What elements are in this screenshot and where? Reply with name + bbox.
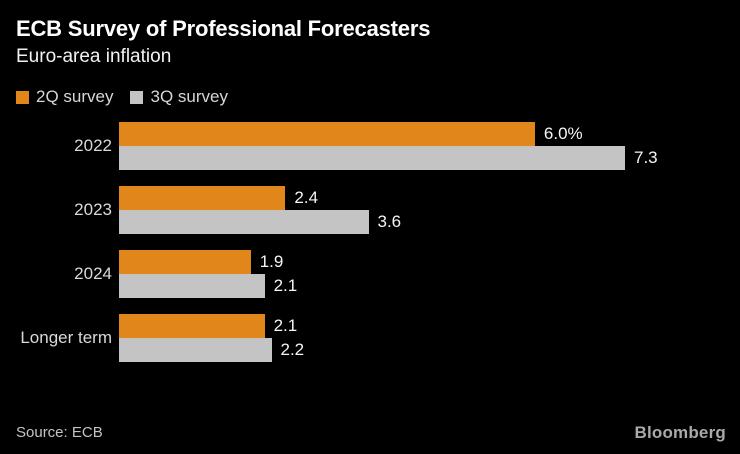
value-label-2q-survey-2022: 6.0% — [543, 124, 583, 143]
value-label-3q-survey-2023: 3.6 — [377, 212, 402, 231]
bar-2q-survey-longer-term — [119, 314, 265, 338]
category-label-2023: 2023 — [74, 200, 112, 219]
bar-row-3q-survey-2024: 2.1 — [119, 274, 297, 298]
bar-row-2q-survey-2024: 1.9 — [119, 250, 297, 274]
legend-label-2q: 2Q survey — [36, 87, 114, 106]
bar-3q-survey-2023 — [119, 210, 369, 234]
bar-row-2q-survey-2022: 6.0% — [119, 122, 658, 146]
chart-legend: 2Q survey 3Q survey — [16, 87, 228, 107]
bar-row-3q-survey-2023: 3.6 — [119, 210, 401, 234]
bar-chart: 2022 6.0% 7.3 2023 2.4 3.6 2024 1.9 2.1 Longer te… — [0, 122, 740, 378]
bar-group-2023: 2023 2.4 3.6 — [0, 186, 740, 234]
bar-row-2q-survey-longer-term: 2.1 — [119, 314, 304, 338]
bar-row-3q-survey-longer-term: 2.2 — [119, 338, 304, 362]
bar-group-2022: 2022 6.0% 7.3 — [0, 122, 740, 170]
chart-title: ECB Survey of Professional Forecasters — [16, 16, 431, 41]
bar-2q-survey-2024 — [119, 250, 251, 274]
value-label-2q-survey-2023: 2.4 — [294, 188, 319, 207]
value-label-3q-survey-longer-term: 2.2 — [280, 340, 305, 359]
legend-label-3q: 3Q survey — [150, 87, 228, 106]
legend-item-3q: 3Q survey — [130, 87, 228, 107]
bar-row-3q-survey-2022: 7.3 — [119, 146, 658, 170]
bars-2022: 6.0% 7.3 — [119, 122, 658, 170]
legend-item-2q: 2Q survey — [16, 87, 113, 107]
bar-row-2q-survey-2023: 2.4 — [119, 186, 401, 210]
value-label-2q-survey-2024: 1.9 — [259, 252, 284, 271]
bar-group-longer-term: Longer term 2.1 2.2 — [0, 314, 740, 362]
bloomberg-logo: Bloomberg — [634, 423, 726, 442]
source-note: Source: ECB — [16, 424, 103, 441]
category-label-2024: 2024 — [74, 264, 112, 283]
chart-header: ECB Survey of Professional Forecasters E… — [16, 16, 430, 68]
legend-swatch-orange-icon — [16, 90, 29, 104]
bar-3q-survey-longer-term — [119, 338, 272, 362]
bars-2024: 1.9 2.1 — [119, 250, 297, 298]
value-label-3q-survey-2022: 7.3 — [634, 148, 658, 167]
category-label-2022: 2022 — [74, 136, 112, 155]
value-label-3q-survey-2024: 2.1 — [273, 276, 298, 295]
bar-2q-survey-2023 — [119, 186, 286, 210]
value-label-2q-survey-longer-term: 2.1 — [273, 316, 298, 335]
category-label-longer-term: Longer term — [20, 328, 112, 347]
chart-subtitle: Euro-area inflation — [16, 46, 172, 67]
bar-2q-survey-2022 — [119, 122, 535, 146]
bar-3q-survey-2022 — [119, 146, 625, 170]
bars-longer-term: 2.1 2.2 — [119, 314, 304, 362]
legend-swatch-gray-icon — [130, 90, 144, 104]
bars-2023: 2.4 3.6 — [119, 186, 401, 234]
bar-3q-survey-2024 — [119, 274, 265, 298]
bar-group-2024: 2024 1.9 2.1 — [0, 250, 740, 298]
